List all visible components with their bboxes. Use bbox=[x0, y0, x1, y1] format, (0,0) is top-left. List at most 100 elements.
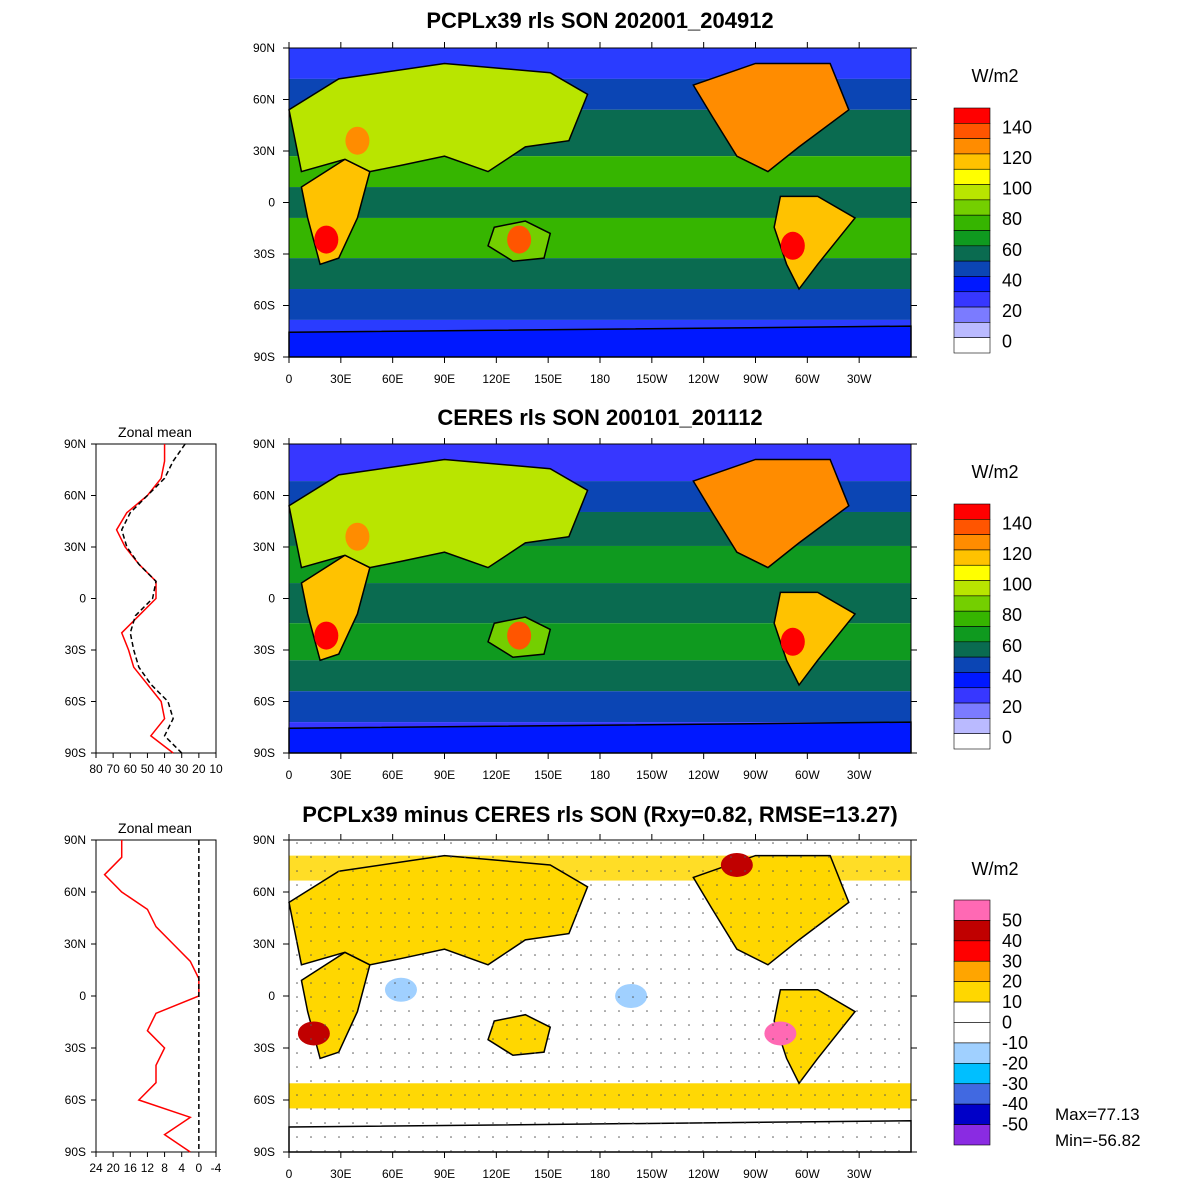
y-tick-label: 90N bbox=[253, 41, 275, 55]
colorbar-box bbox=[953, 549, 991, 566]
zm-y-tick-label: 30S bbox=[65, 1041, 86, 1055]
colorbar-box bbox=[953, 1042, 991, 1064]
colorbar-label: 120 bbox=[1002, 148, 1032, 168]
x-tick-label: 30W bbox=[847, 1167, 872, 1181]
field-hotspot bbox=[345, 126, 370, 155]
zm-y-tick-label: 30S bbox=[65, 643, 86, 657]
zm-y-tick-label: 60N bbox=[64, 489, 86, 503]
colorbar-label: 50 bbox=[1002, 910, 1022, 930]
x-tick-label: 150E bbox=[534, 372, 562, 386]
colorbar-label: 60 bbox=[1002, 240, 1022, 260]
colorbar-box bbox=[953, 641, 991, 658]
colorbar-box bbox=[953, 214, 991, 231]
colorbar-label: -50 bbox=[1002, 1115, 1028, 1135]
colorbar-box bbox=[953, 940, 991, 962]
x-tick-label: 120W bbox=[688, 1167, 720, 1181]
x-tick-label: 90W bbox=[743, 1167, 768, 1181]
x-tick-label: 30W bbox=[847, 372, 872, 386]
colorbar-label: -40 bbox=[1002, 1094, 1028, 1114]
x-tick-label: 60E bbox=[382, 1167, 403, 1181]
x-tick-label: 150W bbox=[636, 1167, 668, 1181]
zonal-mean-frame bbox=[95, 839, 217, 1153]
x-tick-label: 60W bbox=[795, 1167, 820, 1181]
colorbar-label: -20 bbox=[1002, 1053, 1028, 1073]
field-hotspot bbox=[780, 231, 805, 260]
panel2-units: W/m2 bbox=[972, 462, 1019, 482]
y-tick-label: 60S bbox=[254, 299, 275, 313]
colorbar-label: 100 bbox=[1002, 179, 1032, 199]
x-tick-label: 90E bbox=[434, 372, 455, 386]
colorbar-box bbox=[953, 107, 991, 124]
colorbar-box bbox=[953, 580, 991, 597]
colorbar-box bbox=[953, 1083, 991, 1105]
x-tick-label: 60E bbox=[382, 372, 403, 386]
colorbar-box bbox=[953, 503, 991, 520]
y-tick-label: 0 bbox=[268, 989, 275, 1003]
colorbar-label: 30 bbox=[1002, 951, 1022, 971]
field-hotspot bbox=[314, 225, 339, 254]
colorbar-label: 20 bbox=[1002, 972, 1022, 992]
x-tick-label: 30E bbox=[330, 1167, 351, 1181]
y-tick-label: 30S bbox=[254, 247, 275, 261]
colorbar-label: 80 bbox=[1002, 605, 1022, 625]
colorbar-box bbox=[953, 1103, 991, 1125]
colorbar-box bbox=[953, 564, 991, 581]
y-tick-label: 90S bbox=[254, 350, 275, 364]
colorbar-label: 0 bbox=[1002, 728, 1012, 748]
x-tick-label: 120E bbox=[482, 1167, 510, 1181]
x-tick-label: 90W bbox=[743, 372, 768, 386]
zm-y-tick-label: 30N bbox=[64, 540, 86, 554]
continent-outline bbox=[773, 591, 857, 687]
colorbar-box bbox=[953, 1063, 991, 1085]
panel3-title: PCPLx39 minus CERES rls SON (Rxy=0.82, R… bbox=[302, 802, 897, 827]
continent-outline bbox=[692, 458, 850, 569]
colorbar-label: 40 bbox=[1002, 666, 1022, 686]
colorbar-label: 0 bbox=[1002, 332, 1012, 352]
panel1-units: W/m2 bbox=[972, 66, 1019, 86]
colorbar-label: 120 bbox=[1002, 544, 1032, 564]
x-tick-label: 180 bbox=[590, 1167, 610, 1181]
x-tick-label: 90E bbox=[434, 1167, 455, 1181]
colorbar-box bbox=[953, 687, 991, 704]
zm-x-tick-label: 70 bbox=[106, 762, 120, 776]
x-tick-label: 0 bbox=[286, 768, 293, 782]
zonal-mean-2-title: Zonal mean bbox=[118, 424, 192, 440]
y-tick-label: 60N bbox=[253, 489, 275, 503]
colorbar-label: 0 bbox=[1002, 1013, 1012, 1033]
panel1-title: PCPLx39 rls SON 202001_204912 bbox=[426, 8, 773, 33]
colorbar-1: 140 120 100 80 60 40 20 0 bbox=[953, 107, 1032, 354]
x-tick-label: 90W bbox=[743, 768, 768, 782]
x-tick-label: 0 bbox=[286, 372, 293, 386]
colorbar-label: 140 bbox=[1002, 117, 1032, 137]
x-tick-label: 150W bbox=[636, 768, 668, 782]
y-tick-label: 60S bbox=[254, 1093, 275, 1107]
y-tick-label: 90N bbox=[253, 833, 275, 847]
colorbar-box bbox=[953, 534, 991, 551]
panel2-title: CERES rls SON 200101_201112 bbox=[437, 405, 762, 430]
map-panel-1: 0 30E 60E 90E 120E 150E 180 150W 120W 90W 60W 30W 90… bbox=[253, 41, 917, 386]
zm-x-tick-label: 0 bbox=[196, 1161, 203, 1175]
colorbar-label: 20 bbox=[1002, 301, 1022, 321]
field-hotspot bbox=[780, 627, 805, 656]
colorbar-box bbox=[953, 595, 991, 612]
continent-outline bbox=[773, 195, 857, 291]
zm-y-tick-label: 90N bbox=[64, 833, 86, 847]
colorbar-box bbox=[953, 260, 991, 277]
zm-x-tick-label: 40 bbox=[158, 762, 172, 776]
zm-y-tick-label: 60N bbox=[64, 885, 86, 899]
x-tick-label: 60E bbox=[382, 768, 403, 782]
colorbar-box bbox=[953, 981, 991, 1003]
colorbar-box bbox=[953, 960, 991, 982]
zm-y-tick-label: 0 bbox=[79, 592, 86, 606]
zm-x-tick-label: 50 bbox=[141, 762, 155, 776]
panel3-units: W/m2 bbox=[972, 859, 1019, 879]
colorbar-label: 60 bbox=[1002, 636, 1022, 656]
zm-x-tick-label: 20 bbox=[192, 762, 206, 776]
zm-y-tick-label: 90N bbox=[64, 437, 86, 451]
zm-x-tick-label: 20 bbox=[106, 1161, 120, 1175]
zm-x-tick-label: 16 bbox=[124, 1161, 138, 1175]
significance-stipple bbox=[289, 840, 911, 1152]
zm-x-tick-label: 10 bbox=[209, 762, 223, 776]
